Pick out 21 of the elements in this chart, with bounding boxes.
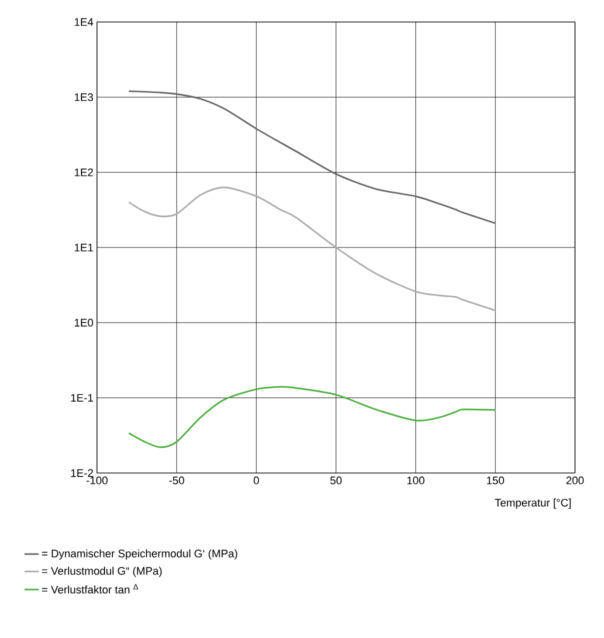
x-tick-label: 0 <box>254 476 259 484</box>
y-tick-label: 1E2 <box>74 168 93 176</box>
x-tick-label: 50 <box>330 476 342 484</box>
x-tick-label: 150 <box>487 476 504 484</box>
x-tick-label: 200 <box>566 476 584 484</box>
x-tick-label: 100 <box>407 476 424 484</box>
line-series <box>128 386 496 448</box>
y-tick-label: 1E4 <box>74 18 94 26</box>
legend-label: = Dynamischer Speichermodul G‘ (MPa) <box>42 549 238 560</box>
legend-label: = Verlustfaktor tan $^{Δ}$ <box>42 584 138 594</box>
x-axis-title: Temperatur [°C] <box>494 498 571 509</box>
y-tick-label: 1E3 <box>74 93 93 102</box>
y-tick-label: 1E1 <box>74 244 93 252</box>
x-tick-label: -100 <box>86 476 108 484</box>
y-tick-label: 1E-1 <box>71 394 93 402</box>
y-tick-label: 1E0 <box>74 318 94 327</box>
y-tick-label: 1E-2 <box>71 469 93 477</box>
legend-label: = Verlustmodul G“ (MPa) <box>42 566 162 577</box>
line-series <box>128 186 496 312</box>
line-series <box>128 90 496 224</box>
x-tick-label: -50 <box>169 476 184 484</box>
